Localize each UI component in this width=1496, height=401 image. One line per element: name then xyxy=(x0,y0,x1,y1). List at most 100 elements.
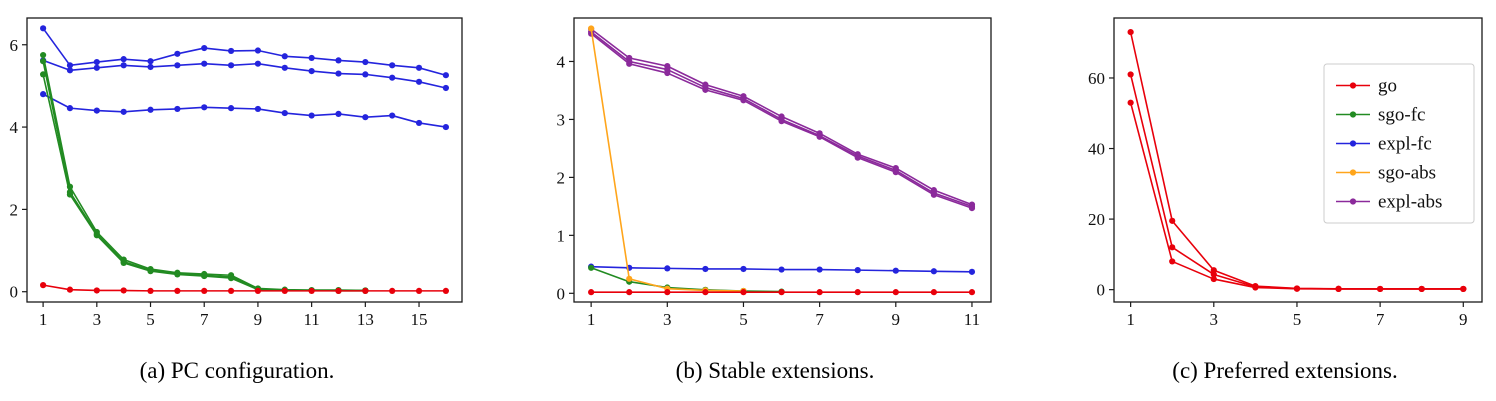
x-tick-label: 7 xyxy=(1376,310,1385,329)
data-point-marker xyxy=(254,60,262,67)
data-point-marker xyxy=(335,110,342,118)
x-tick-label: 3 xyxy=(93,310,102,329)
data-point-marker xyxy=(930,289,937,296)
data-point-marker xyxy=(442,84,449,92)
data-point-marker xyxy=(854,154,861,161)
chart-a: 1 3 5 7 9 11 13 15 0 2 4 6 (a) PC configuration. xyxy=(2,6,472,384)
y-tick-label: 4 xyxy=(557,52,566,71)
series-go-1 xyxy=(588,289,976,296)
data-point-marker xyxy=(968,205,976,212)
data-point-marker xyxy=(816,289,823,296)
y-tick-label: 6 xyxy=(10,36,19,55)
x-tick-label: 9 xyxy=(892,310,901,329)
data-point-marker xyxy=(1169,217,1176,224)
data-point-marker xyxy=(415,64,423,71)
data-point-marker xyxy=(308,54,315,62)
series-go-3 xyxy=(1127,99,1467,293)
chart-b-caption: (b) Stable extensions. xyxy=(675,358,875,383)
data-point-marker xyxy=(892,289,899,296)
data-point-marker xyxy=(147,63,154,71)
data-point-marker xyxy=(702,86,709,93)
data-point-marker xyxy=(1460,285,1467,293)
data-point-marker xyxy=(1293,285,1301,292)
data-point-marker xyxy=(93,232,100,239)
axes-frame xyxy=(26,17,463,303)
y-tick-label: 20 xyxy=(1088,210,1105,229)
data-point-marker xyxy=(588,289,595,296)
chart-c: 1 3 5 7 9 0 20 40 60 go sgo-fc expl-fc sgo-abs expl-a… xyxy=(1078,6,1492,384)
data-point-marker xyxy=(968,268,976,275)
data-point-marker xyxy=(227,287,235,294)
y-axis-ticks: 0 20 40 60 xyxy=(1088,69,1114,300)
data-point-marker xyxy=(362,71,369,78)
legend-label: expl-fc xyxy=(1378,134,1432,155)
data-point-marker xyxy=(415,78,423,85)
data-point-marker xyxy=(120,108,127,115)
data-point-marker xyxy=(40,91,47,98)
x-tick-label: 13 xyxy=(357,310,374,329)
data-point-marker xyxy=(778,118,785,125)
legend-marker xyxy=(1349,169,1357,176)
y-tick-label: 1 xyxy=(557,226,566,245)
y-axis-ticks: 0 2 4 6 xyxy=(10,36,27,302)
data-point-marker xyxy=(816,266,823,273)
data-point-marker xyxy=(147,268,154,275)
data-point-marker xyxy=(1210,275,1217,283)
data-point-marker xyxy=(740,265,747,273)
data-point-marker xyxy=(201,104,208,111)
data-point-marker xyxy=(389,74,396,81)
data-point-marker xyxy=(778,266,785,273)
data-point-marker xyxy=(854,289,861,296)
data-point-marker xyxy=(968,289,976,296)
series-sgo-fc-1 xyxy=(40,51,369,294)
axes-frame xyxy=(1113,17,1483,303)
chart-b: 1 3 5 7 9 11 0 1 2 3 4 (b) Stable extensions. xyxy=(549,6,1001,384)
data-point-marker xyxy=(227,105,235,112)
data-point-marker xyxy=(740,289,747,296)
data-point-marker xyxy=(66,62,74,69)
data-point-marker xyxy=(281,287,288,294)
legend-marker xyxy=(1349,198,1357,205)
data-point-marker xyxy=(702,265,709,273)
data-point-marker xyxy=(93,287,100,294)
data-point-marker xyxy=(174,62,181,69)
x-tick-label: 5 xyxy=(739,310,748,329)
data-point-marker xyxy=(93,107,100,114)
data-point-marker xyxy=(40,51,47,59)
data-point-marker xyxy=(442,287,449,294)
legend-marker xyxy=(1349,111,1357,118)
x-tick-label: 7 xyxy=(200,310,209,329)
data-point-marker xyxy=(664,265,671,272)
y-tick-label: 4 xyxy=(10,118,19,137)
data-point-marker xyxy=(1335,285,1342,293)
data-point-marker xyxy=(588,25,595,32)
chart-b-canvas: 1 3 5 7 9 11 0 1 2 3 4 xyxy=(557,17,992,329)
y-tick-label: 0 xyxy=(10,283,19,302)
data-point-marker xyxy=(308,287,315,294)
legend: go sgo-fc expl-fc sgo-abs expl-abs xyxy=(1323,63,1475,224)
data-point-marker xyxy=(702,289,709,296)
legend-label: sgo-abs xyxy=(1378,163,1436,184)
data-point-marker xyxy=(40,25,47,32)
data-point-marker xyxy=(1252,284,1259,291)
series-sgo-fc-2 xyxy=(40,58,369,294)
data-point-marker xyxy=(854,267,861,274)
y-tick-label: 2 xyxy=(10,200,19,219)
data-point-marker xyxy=(626,275,633,282)
data-point-marker xyxy=(415,287,423,294)
data-point-marker xyxy=(1127,71,1134,78)
x-tick-label: 1 xyxy=(39,310,48,329)
x-tick-label: 3 xyxy=(1210,310,1219,329)
y-tick-label: 3 xyxy=(557,110,566,129)
series-expl-fc-2 xyxy=(40,57,449,92)
x-tick-label: 9 xyxy=(1459,310,1468,329)
data-point-marker xyxy=(147,58,154,65)
data-point-marker xyxy=(740,97,747,104)
data-point-marker xyxy=(308,67,315,75)
series-expl-abs-3 xyxy=(588,30,976,212)
data-point-marker xyxy=(254,287,262,294)
data-point-marker xyxy=(389,62,396,69)
x-tick-label: 11 xyxy=(303,310,319,329)
